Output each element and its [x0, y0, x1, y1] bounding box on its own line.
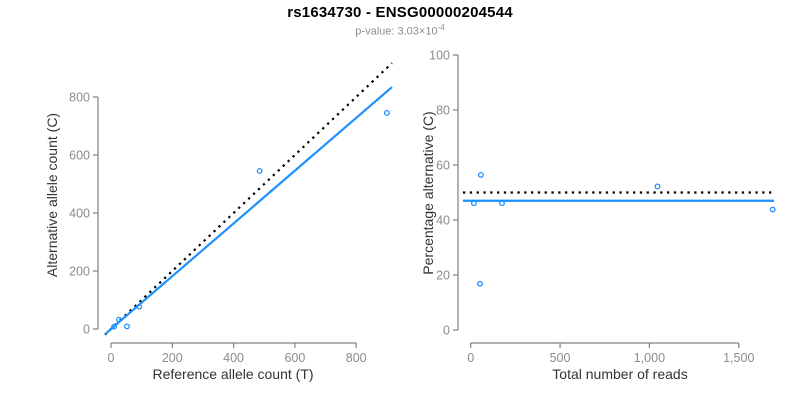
- data-point: [477, 171, 484, 178]
- data-point: [499, 200, 505, 207]
- left-scatter-plot: 0 200 400 600 800 0 200 400 600 800: [69, 62, 393, 365]
- data-point: [477, 280, 483, 287]
- x-axis-tick-label: 1,000: [634, 351, 665, 365]
- x-axis-tick-label: 1,500: [723, 351, 754, 365]
- y-axis-tick-label: 80: [436, 104, 450, 118]
- x-axis-tick-label: 0: [108, 351, 115, 365]
- data-point: [123, 323, 130, 330]
- x-axis-tick-label: 500: [550, 351, 571, 365]
- right-scatter-plot: 0 20 40 60 80 100 0 500 1,000 1,500: [429, 49, 776, 365]
- y-axis-tick-label: 0: [443, 324, 450, 338]
- data-point: [769, 206, 776, 213]
- right-y-axis-label: Percentage alternative (C): [420, 111, 436, 274]
- data-point: [256, 167, 263, 174]
- y-axis-tick-label: 100: [429, 49, 450, 63]
- left-y-axis-label: Alternative allele count (C): [44, 113, 60, 277]
- y-axis-tick-label: 600: [69, 149, 90, 163]
- y-axis-tick-label: 60: [436, 159, 450, 173]
- data-point: [116, 316, 122, 323]
- x-axis-tick-label: 400: [223, 351, 244, 365]
- y-axis-tick-label: 200: [69, 265, 90, 279]
- fitted-line: [104, 86, 393, 335]
- data-point: [470, 200, 477, 207]
- y-axis-tick-label: 400: [69, 207, 90, 221]
- right-x-axis-label: Total number of reads: [552, 366, 687, 382]
- x-axis-tick-label: 800: [346, 351, 367, 365]
- expected-identity-line: [104, 62, 393, 336]
- x-axis-tick-label: 200: [162, 351, 183, 365]
- data-point: [654, 183, 661, 190]
- x-axis-tick-label: 600: [284, 351, 305, 365]
- x-axis-tick-label: 0: [467, 351, 474, 365]
- y-axis-tick-label: 20: [436, 269, 450, 283]
- subtitle-exponent: -4: [437, 23, 445, 32]
- left-x-axis-label: Reference allele count (T): [152, 366, 313, 382]
- data-point: [383, 109, 390, 116]
- y-axis-tick-label: 40: [436, 214, 450, 228]
- y-axis-tick-label: 0: [83, 323, 90, 337]
- subtitle-pvalue-text: p-value: 3.03×10: [355, 25, 438, 38]
- data-point: [136, 303, 143, 310]
- chart-subtitle: p-value: 3.03×10-4: [0, 23, 800, 38]
- y-axis-tick-label: 800: [69, 91, 90, 105]
- chart-title: rs1634730 - ENSG00000204544: [287, 4, 513, 21]
- data-point: [111, 323, 118, 330]
